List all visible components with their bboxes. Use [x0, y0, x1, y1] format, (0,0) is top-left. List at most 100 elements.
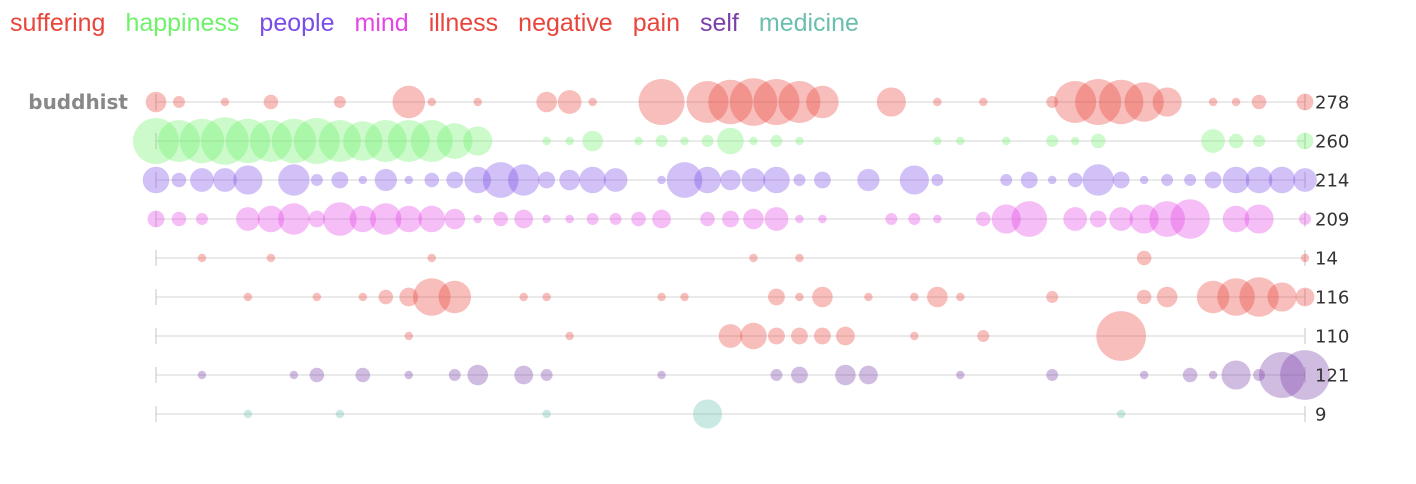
bubble-self: [1221, 360, 1251, 390]
bubble-medicine: [542, 409, 551, 419]
bubble-self: [791, 366, 808, 384]
bubble-people: [1000, 174, 1013, 186]
bubble-happiness: [1046, 135, 1059, 147]
bubble-people: [814, 171, 831, 189]
bubble-pain: [565, 331, 574, 341]
bubble-self: [1182, 367, 1198, 383]
legend-item-mind[interactable]: mind: [354, 9, 409, 37]
bubble-mind: [1109, 207, 1134, 231]
bubble-happiness: [343, 121, 383, 161]
bubble-happiness: [1228, 133, 1244, 149]
bubble-pain: [768, 327, 785, 345]
legend-item-negative[interactable]: negative: [518, 9, 613, 37]
bubble-mind: [257, 205, 285, 233]
bubble-mind: [743, 208, 764, 230]
legend-item-pain[interactable]: pain: [632, 9, 680, 37]
bubble-people: [1222, 166, 1250, 194]
bubble-self: [540, 369, 553, 381]
bubble-negative: [438, 280, 472, 314]
bubble-suffering: [557, 90, 582, 114]
bubble-happiness: [956, 136, 965, 146]
bubble-negative: [358, 292, 368, 302]
bubble-pain: [977, 330, 990, 342]
bubble-happiness: [1201, 129, 1225, 153]
row-total-people: 214: [1315, 171, 1349, 192]
bubble-people: [482, 162, 519, 198]
bubble-people: [190, 168, 214, 192]
bubble-illness: [427, 253, 436, 263]
bubble-suffering: [806, 85, 839, 119]
bubble-mind: [278, 203, 310, 235]
bubble-people: [278, 164, 310, 196]
bubble-happiness: [387, 120, 430, 162]
legend-item-self[interactable]: self: [699, 9, 739, 37]
legend-item-happiness[interactable]: happiness: [125, 9, 240, 37]
bubble-mind: [722, 210, 739, 228]
bubble-negative: [1295, 287, 1315, 307]
bubble-negative: [378, 289, 394, 305]
bubble-self: [1046, 369, 1059, 381]
bubble-people: [1082, 164, 1114, 196]
bubble-suffering: [933, 97, 942, 107]
bubble-self: [770, 369, 783, 381]
bubble-mind: [885, 213, 898, 225]
bubble-illness: [197, 253, 207, 263]
bubble-mind: [370, 203, 402, 235]
bubble-mind: [1222, 205, 1250, 233]
bubble-happiness: [933, 136, 942, 146]
bubble-people: [310, 174, 323, 186]
bubble-mind: [933, 214, 942, 224]
bubble-self: [309, 367, 325, 383]
bubble-happiness: [225, 118, 271, 164]
bubble-happiness: [364, 120, 407, 162]
bubble-mind: [1149, 201, 1185, 237]
bubble-happiness: [634, 136, 643, 146]
bubble-suffering: [392, 85, 426, 119]
bubble-happiness: [582, 130, 603, 152]
legend-item-people[interactable]: people: [259, 9, 335, 37]
bubble-happiness: [157, 120, 200, 162]
bubble-happiness: [701, 135, 714, 147]
bubble-pain: [718, 324, 743, 348]
legend-item-suffering[interactable]: suffering: [10, 9, 106, 37]
bubble-negative: [1046, 291, 1059, 303]
bubble-people: [446, 171, 464, 189]
bubble-negative: [956, 292, 965, 302]
row-total-suffering: 278: [1315, 93, 1349, 114]
bubble-negative: [1196, 280, 1230, 314]
bubble-people: [171, 172, 187, 188]
bubble-mind: [444, 208, 466, 230]
bubble-medicine: [692, 399, 723, 429]
bubble-suffering: [145, 91, 167, 113]
bubble-happiness: [249, 120, 292, 162]
bubble-mind: [1089, 210, 1107, 228]
bubble-mind: [493, 211, 508, 227]
bubble-pain: [740, 322, 767, 350]
bubble-illness: [266, 253, 276, 263]
bubble-happiness: [318, 120, 361, 162]
bubble-suffering: [536, 91, 557, 113]
bubble-people: [793, 174, 806, 186]
bubble-mind: [991, 204, 1021, 234]
bubble-people: [666, 162, 703, 198]
bubble-negative: [768, 288, 785, 306]
bubble-people: [694, 166, 721, 194]
bubble-mind: [976, 211, 991, 227]
bubble-self: [956, 370, 965, 380]
bubble-suffering: [753, 78, 800, 126]
bubble-negative: [657, 292, 666, 302]
bubble-people: [763, 166, 790, 194]
bubble-mind: [308, 210, 326, 228]
bubble-suffering: [220, 97, 230, 107]
row-total-medicine: 9: [1315, 405, 1326, 426]
legend: suffering happiness people mind illness …: [10, 6, 859, 40]
bubble-pain: [836, 326, 855, 346]
bubble-people: [1067, 172, 1083, 188]
bubble-suffering: [1152, 87, 1182, 117]
legend-item-medicine[interactable]: medicine: [758, 9, 859, 37]
legend-item-illness[interactable]: illness: [428, 9, 499, 37]
bubble-mind: [1299, 213, 1311, 225]
bubble-pain: [1096, 311, 1147, 361]
bubble-mind: [323, 202, 357, 236]
